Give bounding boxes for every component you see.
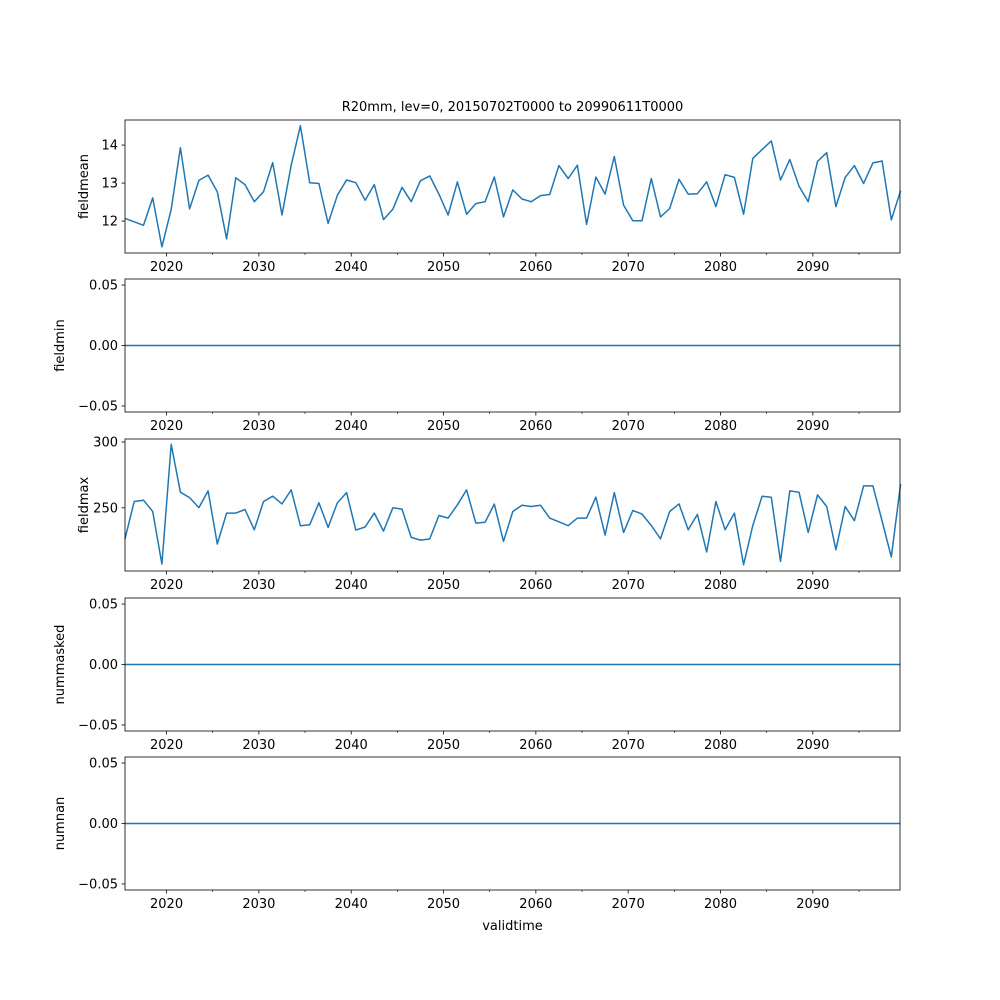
axes-frame xyxy=(124,119,901,254)
y-tick-label: 250 xyxy=(93,501,118,516)
x-tick-label: 2060 xyxy=(519,578,552,593)
y-tick-label: 12 xyxy=(101,215,118,230)
x-tick-label: 2030 xyxy=(242,419,275,434)
x-tick-label: 2050 xyxy=(427,578,460,593)
series-line-fieldmean xyxy=(124,124,902,248)
x-tick-label: 2090 xyxy=(796,260,829,275)
y-tick-label: 0.00 xyxy=(89,658,118,673)
x-tick-label: 2090 xyxy=(796,578,829,593)
y-axis-label: nummasked xyxy=(53,625,68,705)
y-tick-label: 0.05 xyxy=(89,757,118,772)
subplot-fieldmean: 12 13 14 2020 2030 2040 2050 2060 2070 2080 2090 fi… xyxy=(77,100,902,275)
series-line-fieldmax xyxy=(124,443,902,566)
y-tick-label: 0.05 xyxy=(89,279,118,294)
x-tick-label: 2040 xyxy=(335,419,368,434)
x-tick-label: 2060 xyxy=(519,738,552,753)
x-tick-label: 2090 xyxy=(796,897,829,912)
chart-title: R20mm, lev=0, 20150702T0000 to 20990611T… xyxy=(342,100,684,115)
x-tick-label: 2090 xyxy=(796,419,829,434)
y-tick-label: 0.00 xyxy=(89,339,118,354)
y-axis-label: numnan xyxy=(53,797,68,851)
y-tick-label: 300 xyxy=(93,436,118,451)
y-tick-label: 14 xyxy=(101,139,118,154)
x-tick-label: 2070 xyxy=(612,578,645,593)
x-tick-label: 2080 xyxy=(704,260,737,275)
subplot-fieldmin: −0.05 0.00 0.05 2020 2030 2040 2050 2060 2070 208… xyxy=(53,279,901,434)
x-axis-label: validtime xyxy=(482,919,543,934)
y-tick-label: 0.05 xyxy=(89,598,118,613)
y-axis-label: fieldmean xyxy=(77,154,92,219)
x-tick-label: 2050 xyxy=(427,419,460,434)
x-tick-label: 2020 xyxy=(150,260,183,275)
x-tick-label: 2070 xyxy=(612,897,645,912)
x-tick-label: 2020 xyxy=(150,738,183,753)
y-tick-label: −0.05 xyxy=(78,718,118,733)
x-tick-label: 2070 xyxy=(612,419,645,434)
x-tick-label: 2040 xyxy=(335,897,368,912)
subplot-fieldmax: 250 300 2020 2030 2040 2050 2060 2070 2080 2090 fi… xyxy=(77,436,902,593)
x-tick-label: 2030 xyxy=(242,897,275,912)
x-tick-label: 2050 xyxy=(427,738,460,753)
x-tick-label: 2090 xyxy=(796,738,829,753)
x-tick-label: 2020 xyxy=(150,897,183,912)
x-tick-label: 2080 xyxy=(704,578,737,593)
y-tick-label: −0.05 xyxy=(78,877,118,892)
axes-frame xyxy=(124,438,901,572)
subplot-numnan: −0.05 0.00 0.05 2020 2030 2040 2050 2060 2070 208… xyxy=(53,757,901,934)
x-tick-label: 2030 xyxy=(242,260,275,275)
y-axis-label: fieldmax xyxy=(77,477,92,534)
x-tick-label: 2050 xyxy=(427,260,460,275)
y-tick-label: 0.00 xyxy=(89,817,118,832)
y-tick-label: 13 xyxy=(101,177,118,192)
subplot-nummasked: −0.05 0.00 0.05 2020 2030 2040 2050 2060 2070 208… xyxy=(53,598,901,753)
x-tick-label: 2030 xyxy=(242,738,275,753)
x-tick-label: 2070 xyxy=(612,260,645,275)
x-tick-label: 2060 xyxy=(519,419,552,434)
x-tick-label: 2020 xyxy=(150,578,183,593)
x-tick-label: 2060 xyxy=(519,260,552,275)
y-axis-label: fieldmin xyxy=(53,319,68,372)
x-tick-label: 2080 xyxy=(704,419,737,434)
x-tick-label: 2060 xyxy=(519,897,552,912)
x-tick-label: 2070 xyxy=(612,738,645,753)
x-tick-label: 2040 xyxy=(335,738,368,753)
x-tick-label: 2080 xyxy=(704,897,737,912)
y-tick-label: −0.05 xyxy=(78,399,118,414)
x-tick-label: 2020 xyxy=(150,419,183,434)
x-tick-label: 2040 xyxy=(335,578,368,593)
x-tick-label: 2040 xyxy=(335,260,368,275)
x-tick-label: 2080 xyxy=(704,738,737,753)
x-tick-label: 2050 xyxy=(427,897,460,912)
x-tick-label: 2030 xyxy=(242,578,275,593)
